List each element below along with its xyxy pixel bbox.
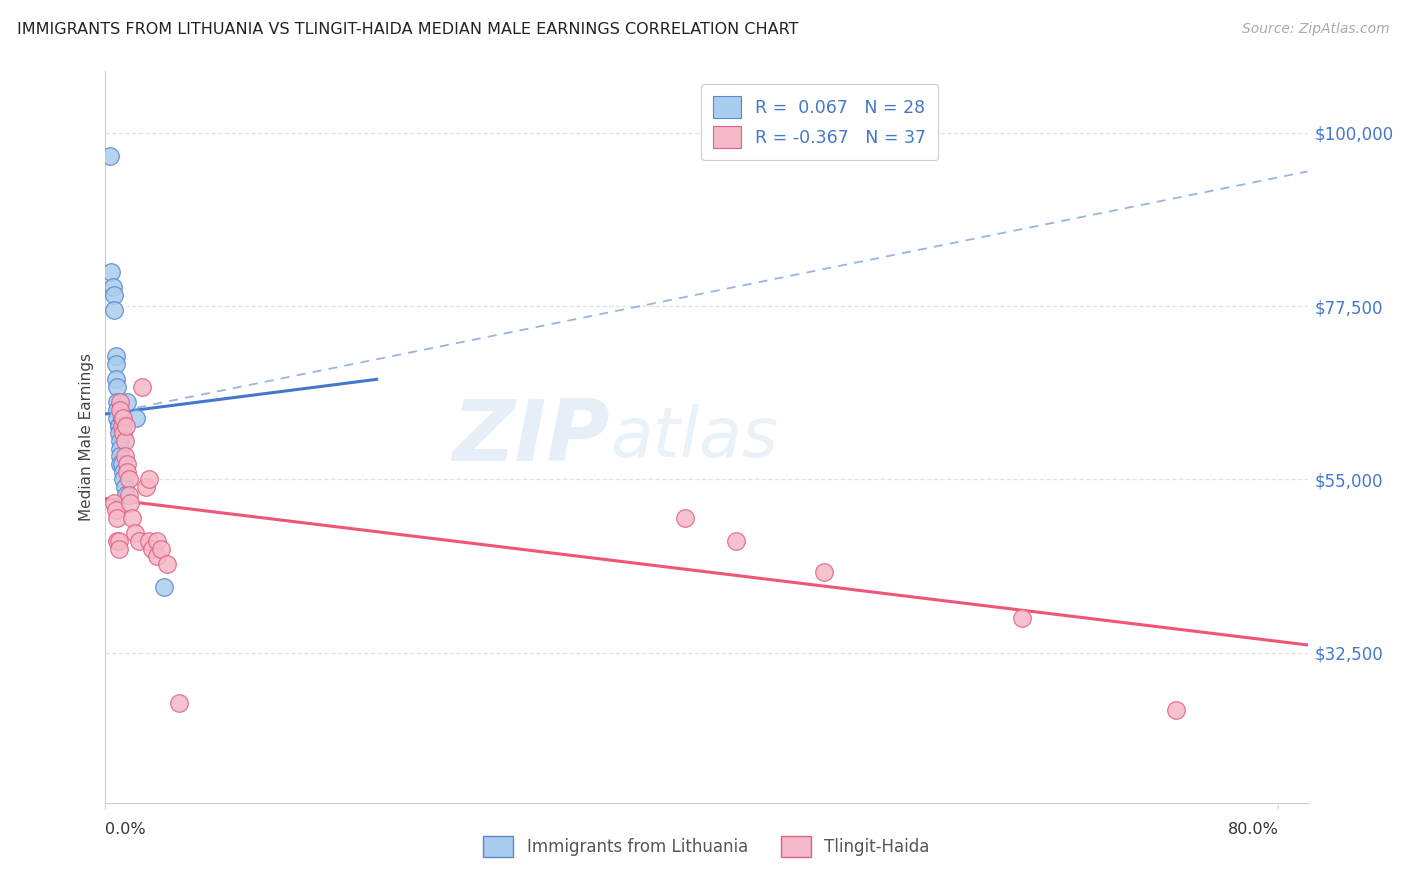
Point xyxy=(115,418,138,433)
Text: ZIP: ZIP xyxy=(453,395,610,479)
Point xyxy=(114,480,136,494)
Point xyxy=(118,472,141,486)
Point xyxy=(105,380,128,394)
Point xyxy=(107,418,129,433)
Point xyxy=(118,488,141,502)
Point xyxy=(110,418,132,433)
Point xyxy=(104,503,127,517)
Point xyxy=(120,495,142,509)
Point xyxy=(145,534,167,549)
Point xyxy=(103,495,125,509)
Point xyxy=(108,395,131,409)
Point xyxy=(1164,703,1187,717)
Point xyxy=(104,372,127,386)
Point xyxy=(108,450,131,464)
Text: IMMIGRANTS FROM LITHUANIA VS TLINGIT-HAIDA MEDIAN MALE EARNINGS CORRELATION CHAR: IMMIGRANTS FROM LITHUANIA VS TLINGIT-HAI… xyxy=(17,22,799,37)
Point xyxy=(105,395,128,409)
Point xyxy=(117,395,139,409)
Point xyxy=(813,565,835,579)
Point xyxy=(112,426,135,441)
Point xyxy=(108,403,131,417)
Point xyxy=(124,526,146,541)
Point xyxy=(107,541,129,556)
Point xyxy=(114,450,136,464)
Point xyxy=(138,472,160,486)
Point xyxy=(117,457,139,471)
Text: 80.0%: 80.0% xyxy=(1227,822,1278,837)
Point xyxy=(141,541,163,556)
Point xyxy=(112,410,135,425)
Point xyxy=(150,541,173,556)
Point xyxy=(724,534,747,549)
Point xyxy=(115,488,138,502)
Point xyxy=(105,534,128,549)
Point xyxy=(104,357,127,371)
Point xyxy=(110,457,132,471)
Y-axis label: Median Male Earnings: Median Male Earnings xyxy=(79,353,94,521)
Point xyxy=(105,410,128,425)
Point xyxy=(103,287,125,301)
Point xyxy=(112,472,135,486)
Point xyxy=(145,549,167,564)
Point xyxy=(108,434,131,448)
Legend: Immigrants from Lithuania, Tlingit-Haida: Immigrants from Lithuania, Tlingit-Haida xyxy=(477,830,936,864)
Point xyxy=(673,511,696,525)
Point xyxy=(110,410,132,425)
Point xyxy=(98,149,121,163)
Point xyxy=(128,534,150,549)
Point xyxy=(108,457,131,471)
Point xyxy=(101,280,124,294)
Point xyxy=(1011,611,1033,625)
Point xyxy=(100,264,122,278)
Point xyxy=(117,465,139,479)
Point xyxy=(107,426,129,441)
Text: Source: ZipAtlas.com: Source: ZipAtlas.com xyxy=(1241,22,1389,37)
Point xyxy=(104,349,127,363)
Point xyxy=(131,380,153,394)
Point xyxy=(105,403,128,417)
Point xyxy=(108,442,131,456)
Text: atlas: atlas xyxy=(610,403,779,471)
Point xyxy=(167,696,190,710)
Point xyxy=(103,303,125,318)
Point xyxy=(153,580,176,594)
Point xyxy=(114,434,136,448)
Text: 0.0%: 0.0% xyxy=(105,822,146,837)
Point xyxy=(112,465,135,479)
Point xyxy=(156,557,179,571)
Point xyxy=(105,511,128,525)
Point xyxy=(135,480,157,494)
Point xyxy=(138,534,160,549)
Point xyxy=(107,418,129,433)
Point xyxy=(107,534,129,549)
Point xyxy=(125,410,148,425)
Point xyxy=(121,511,143,525)
